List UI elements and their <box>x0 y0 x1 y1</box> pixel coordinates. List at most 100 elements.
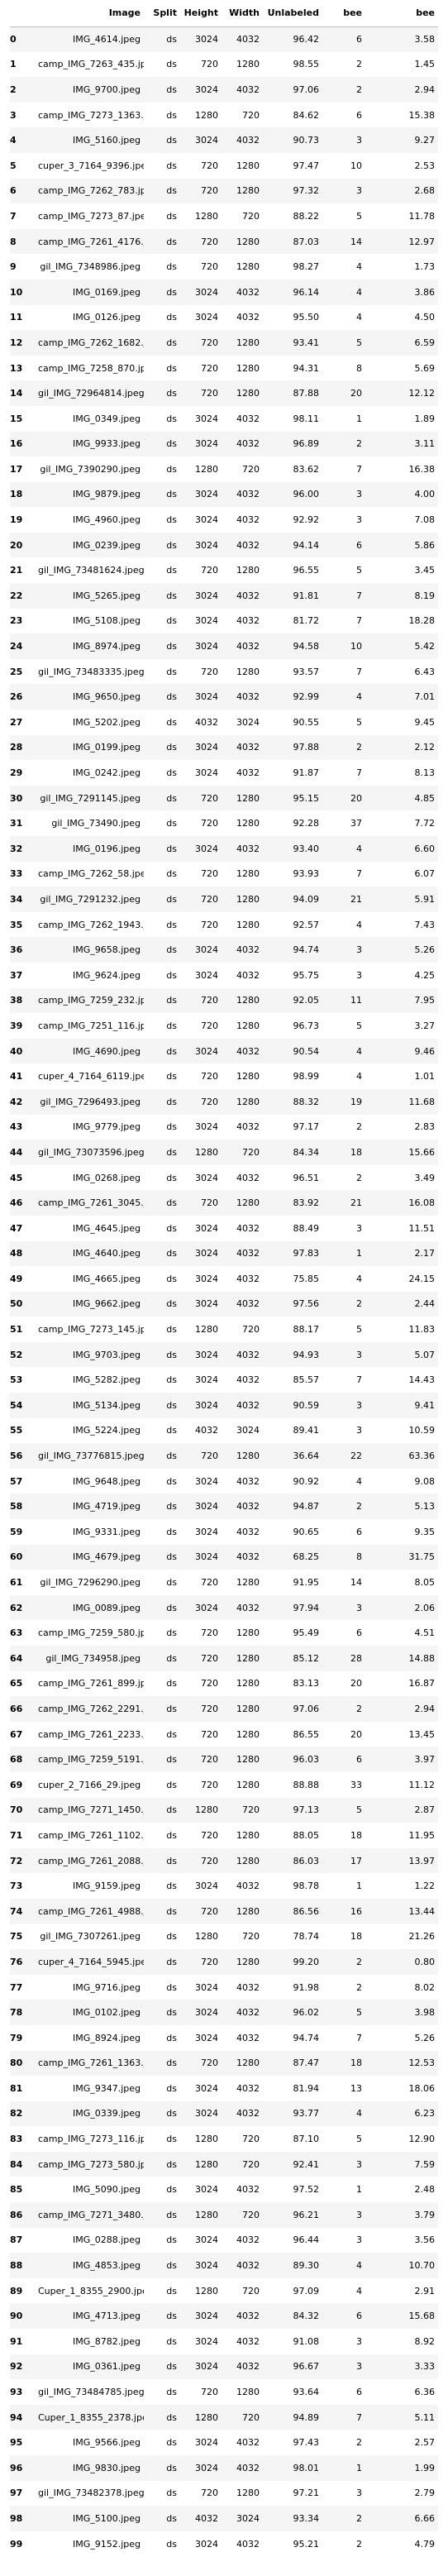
cell-width: 4032 <box>236 641 260 652</box>
row-index: 4 <box>10 135 17 146</box>
cell-bee-percent: 1.22 <box>414 1881 436 1892</box>
cell-unlabeled: 97.94 <box>293 1602 320 1613</box>
cell-unlabeled: 90.65 <box>293 1526 320 1537</box>
cell-image: gil_IMG_73483335.jpeg <box>38 666 144 677</box>
cell-bee-count: 3 <box>356 2158 362 2170</box>
cell-width: 1280 <box>236 185 260 197</box>
cell-bee-percent: 5.26 <box>414 944 436 956</box>
cell-image: IMG_9879.jpeg <box>72 489 141 500</box>
cell-width: 1280 <box>236 2387 260 2398</box>
cell-unlabeled: 90.92 <box>293 1475 320 1487</box>
cell-unlabeled: 93.57 <box>293 666 320 677</box>
cell-bee-count: 7 <box>356 1374 362 1386</box>
row-index: 79 <box>10 2032 23 2043</box>
row-index: 49 <box>10 1273 23 1284</box>
table-row: 99 IMG_9152.jpeg ds 3024 4032 95.21 2 4.79 <box>10 2531 438 2557</box>
cell-width: 1280 <box>236 236 260 247</box>
cell-image: camp_IMG_7262_2291.jpeg <box>38 1703 144 1714</box>
cell-unlabeled: 85.12 <box>293 1652 320 1664</box>
table-row: 37 IMG_9624.jpeg ds 3024 4032 95.75 3 4.25 <box>10 962 438 988</box>
cell-unlabeled: 96.67 <box>293 2361 320 2373</box>
row-index: 53 <box>10 1374 23 1386</box>
row-index: 17 <box>10 463 23 475</box>
table-row: 96 IMG_9830.jpeg ds 3024 4032 98.01 1 1.99 <box>10 2455 438 2481</box>
cell-image: gil_IMG_7348986.jpeg <box>40 261 141 273</box>
cell-width: 4032 <box>236 2437 260 2449</box>
cell-height: 720 <box>201 1096 218 1107</box>
cell-width: 1280 <box>236 337 260 348</box>
cell-width: 1280 <box>236 868 260 880</box>
cell-width: 720 <box>242 2285 260 2296</box>
cell-unlabeled: 90.59 <box>293 1399 320 1411</box>
cell-unlabeled: 92.41 <box>293 2158 320 2170</box>
cell-height: 3024 <box>195 2311 218 2322</box>
cell-split: ds <box>166 2437 177 2449</box>
cell-height: 3024 <box>195 2108 218 2120</box>
cell-height: 3024 <box>195 514 218 526</box>
cell-bee-count: 33 <box>350 1779 362 1790</box>
table-row: 58 IMG_4719.jpeg ds 3024 4032 94.87 2 5.13 <box>10 1494 438 1520</box>
row-index: 35 <box>10 919 23 930</box>
cell-height: 1280 <box>195 463 218 475</box>
cell-height: 3024 <box>195 969 218 981</box>
cell-height: 1280 <box>195 2158 218 2170</box>
header-image: Image <box>35 0 144 27</box>
cell-bee-count: 3 <box>356 2335 362 2347</box>
cell-bee-percent: 3.33 <box>414 2361 436 2373</box>
cell-bee-percent: 15.68 <box>408 2311 436 2322</box>
cell-unlabeled: 97.06 <box>293 1703 320 1714</box>
cell-split: ds <box>166 1374 177 1386</box>
cell-split: ds <box>166 312 177 323</box>
row-index: 97 <box>10 2488 23 2499</box>
table-row: 18 IMG_9879.jpeg ds 3024 4032 96.00 3 4.00 <box>10 481 438 508</box>
cell-bee-count: 2 <box>356 1298 362 1310</box>
cell-split: ds <box>166 944 177 956</box>
cell-split: ds <box>166 2108 177 2120</box>
table-row: 1 camp_IMG_7263_435.jpeg ds 720 1280 98.55 2 1.… <box>10 51 438 78</box>
cell-width: 1280 <box>236 792 260 804</box>
cell-bee-percent: 11.68 <box>408 1096 436 1107</box>
row-index: 42 <box>10 1096 23 1107</box>
table-row: 66 camp_IMG_7262_2291.jpeg ds 720 1280 97.06 2… <box>10 1696 438 1722</box>
cell-bee-percent: 2.91 <box>414 2285 436 2296</box>
table-row: 95 IMG_9566.jpeg ds 3024 4032 97.43 2 2.57 <box>10 2430 438 2455</box>
cell-width: 4032 <box>236 1349 260 1360</box>
cell-image: IMG_5224.jpeg <box>72 1425 141 1436</box>
cell-image: camp_IMG_7261_2233.jpeg <box>38 1728 144 1740</box>
cell-bee-count: 19 <box>350 1096 362 1107</box>
cell-width: 4032 <box>236 135 260 146</box>
cell-bee-count: 3 <box>356 969 362 981</box>
cell-bee-count: 7 <box>356 666 362 677</box>
cell-height: 720 <box>201 2488 218 2499</box>
cell-bee-percent: 15.38 <box>408 109 436 121</box>
cell-split: ds <box>166 1855 177 1866</box>
cell-height: 1280 <box>195 210 218 222</box>
cell-split: ds <box>166 388 177 399</box>
cell-unlabeled: 97.52 <box>293 2184 320 2196</box>
cell-split: ds <box>166 691 177 703</box>
cell-height: 3024 <box>195 312 218 323</box>
cell-image: IMG_0239.jpeg <box>72 539 141 551</box>
cell-unlabeled: 98.78 <box>293 1881 320 1892</box>
cell-height: 3024 <box>195 1349 218 1360</box>
cell-unlabeled: 94.09 <box>293 893 320 905</box>
row-index: 76 <box>10 1956 23 1967</box>
cell-width: 1280 <box>236 1197 260 1209</box>
table-row: 43 IMG_9779.jpeg ds 3024 4032 97.17 2 2.83 <box>10 1114 438 1140</box>
cell-height: 3024 <box>195 1222 218 1234</box>
table-row: 76 cuper_4_7164_5945.jpeg ds 720 1280 99.20 2 0… <box>10 1949 438 1975</box>
cell-image: IMG_5265.jpeg <box>72 590 141 601</box>
table-row: 64 gil_IMG_734958.jpeg ds 720 1280 85.12 28 14.… <box>10 1646 438 1671</box>
cell-height: 3024 <box>195 135 218 146</box>
cell-bee-count: 4 <box>356 2108 362 2120</box>
cell-unlabeled: 96.02 <box>293 2007 320 2019</box>
cell-width: 1280 <box>236 1905 260 1917</box>
cell-height: 1280 <box>195 1324 218 1336</box>
cell-split: ds <box>166 1501 177 1513</box>
cell-image: IMG_9830.jpeg <box>72 2462 141 2473</box>
cell-unlabeled: 94.31 <box>293 362 320 374</box>
row-index: 15 <box>10 413 23 424</box>
cell-unlabeled: 84.34 <box>293 1146 320 1158</box>
cell-width: 1280 <box>236 1577 260 1589</box>
table-row: 38 camp_IMG_7259_232.jpeg ds 720 1280 92.05 11… <box>10 987 438 1014</box>
